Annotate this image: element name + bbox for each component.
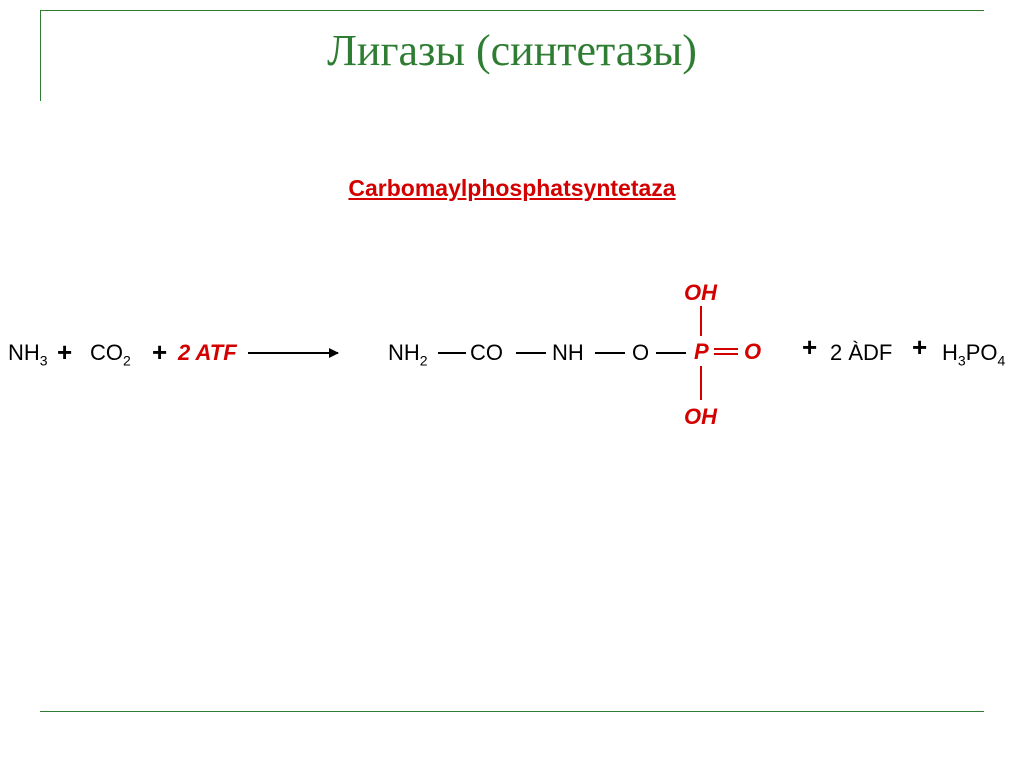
reaction-equation: NH3 + CO2 + 2 ATF NH2 CO NH O P OH OH O …: [0, 240, 1024, 460]
reactant-co2: CO2: [90, 340, 131, 368]
reactant-nh3: NH3: [8, 340, 48, 368]
product-oh-top: OH: [684, 280, 717, 306]
plus-4: +: [912, 332, 927, 363]
h3po4-sub2: 4: [997, 352, 1005, 368]
nh3-sub: 3: [40, 352, 48, 368]
reactant-atf: 2 ATF: [178, 340, 237, 366]
enzyme-label: Carbomaylphosphatsyntetaza: [0, 175, 1024, 202]
bond-4: [656, 352, 686, 354]
slide-bottom-rule: [40, 711, 984, 712]
plus-3: +: [802, 332, 817, 363]
bond-double: [714, 353, 738, 355]
product-p: P: [694, 339, 709, 365]
bond-3: [595, 352, 625, 354]
co2-sub: 2: [123, 352, 131, 368]
product-oh-bot: OH: [684, 404, 717, 430]
plus-2: +: [152, 337, 167, 368]
nh2-base: NH: [388, 340, 420, 365]
byproduct-adf: 2 ÀDF: [830, 340, 892, 366]
product-co: CO: [470, 340, 503, 366]
product-o-dbl: O: [744, 339, 761, 365]
nh2-sub: 2: [420, 352, 428, 368]
product-nh2: NH2: [388, 340, 428, 368]
bond-2: [516, 352, 546, 354]
slide-title: Лигазы (синтетазы): [0, 25, 1024, 76]
product-nh: NH: [552, 340, 584, 366]
reaction-arrow-icon: [248, 352, 338, 354]
product-o1: O: [632, 340, 649, 366]
h3po4-po: PO: [966, 340, 998, 365]
co2-base: CO: [90, 340, 123, 365]
plus-1: +: [57, 337, 72, 368]
bond-v-top: [700, 306, 702, 336]
h3po4-sub1: 3: [958, 352, 966, 368]
nh3-base: NH: [8, 340, 40, 365]
byproduct-h3po4: H3PO4: [942, 340, 1005, 368]
h3po4-h: H: [942, 340, 958, 365]
bond-1: [438, 352, 466, 354]
bond-v-bot: [700, 366, 702, 400]
